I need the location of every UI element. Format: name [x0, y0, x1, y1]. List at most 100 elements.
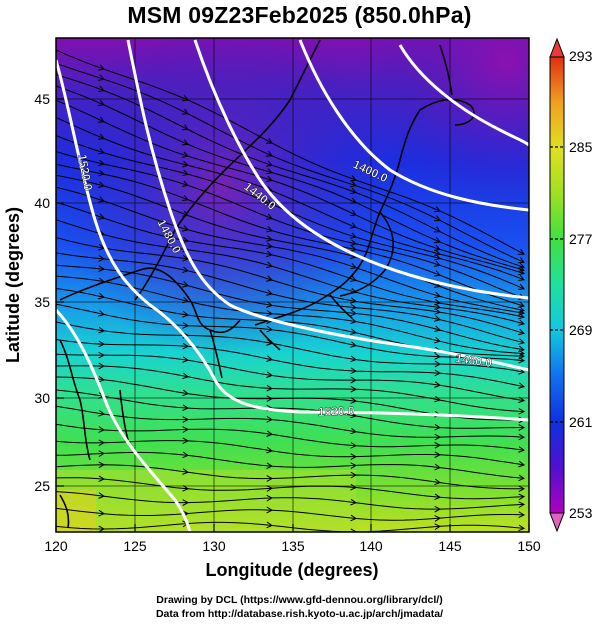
- colorbar-label: 285: [569, 139, 593, 155]
- streamline-arrow: [518, 268, 525, 276]
- streamline-arrow: [265, 213, 273, 220]
- x-tick-label: 150: [517, 538, 541, 554]
- streamline-arrow: [350, 498, 358, 506]
- streamline-arrow: [434, 353, 442, 360]
- streamline-arrow: [266, 506, 274, 514]
- streamline-arrow: [434, 360, 442, 368]
- streamline-arrow: [182, 281, 189, 288]
- streamline: [56, 85, 525, 271]
- streamline-arrow: [266, 242, 274, 250]
- streamline-arrow: [182, 356, 190, 363]
- streamline-arrow: [182, 266, 190, 273]
- streamline-arrow: [181, 139, 189, 146]
- streamline: [56, 74, 525, 268]
- streamline-arrow: [434, 315, 442, 322]
- streamline-arrow: [266, 325, 274, 333]
- streamline-arrow: [266, 261, 273, 269]
- streamline-arrow: [518, 501, 526, 508]
- streamline: [56, 303, 525, 362]
- credit-drawing: Drawing by DCL (https://www.gfd-dennou.o…: [156, 594, 443, 606]
- streamline-arrow: [98, 74, 105, 81]
- streamline: [56, 49, 525, 255]
- streamline-arrow: [182, 389, 190, 397]
- temperature-field: [56, 38, 529, 532]
- streamline: [56, 275, 525, 355]
- streamline-arrow: [98, 475, 106, 483]
- streamline-arrow: [266, 175, 273, 183]
- streamline-arrow: [98, 265, 106, 272]
- streamline-arrow: [98, 340, 106, 348]
- streamline-arrow: [518, 328, 525, 336]
- streamline-arrow: [349, 222, 357, 229]
- y-tick-label: 40: [34, 195, 50, 211]
- streamline-arrow: [434, 336, 442, 344]
- x-tick-label: 145: [438, 538, 462, 554]
- streamline-arrow: [181, 225, 189, 232]
- streamline-arrow: [434, 493, 442, 501]
- streamline-arrow: [434, 478, 442, 486]
- streamline: [56, 264, 525, 351]
- streamline-arrow: [350, 471, 358, 479]
- colorbar-label: 261: [569, 414, 593, 430]
- streamline-arrow: [98, 181, 106, 188]
- x-tick-label: 125: [123, 538, 147, 554]
- streamline-arrow: [434, 505, 442, 513]
- streamline: [56, 423, 525, 451]
- streamline-arrow: [350, 187, 357, 194]
- streamline-arrow: [97, 99, 105, 106]
- streamline-arrow: [434, 369, 442, 377]
- x-axis-title: Longitude (degrees): [205, 560, 378, 580]
- streamline-arrow: [433, 236, 441, 244]
- streamline-arrow: [98, 85, 105, 92]
- streamline-arrow: [350, 175, 357, 182]
- height-contours: [56, 39, 529, 532]
- streamline-arrow: [182, 236, 190, 244]
- streamline-arrow: [266, 355, 274, 362]
- streamline-arrow: [518, 382, 526, 389]
- streamline: [56, 353, 525, 402]
- streamline-arrow: [518, 474, 526, 482]
- streamline-arrow: [434, 270, 441, 277]
- streamline-arrow: [98, 375, 106, 383]
- streamline-arrow: [182, 169, 190, 177]
- streamline-arrow: [266, 521, 274, 529]
- streamline-arrow: [266, 485, 274, 492]
- streamline: [56, 440, 525, 466]
- colorbar-label: 253: [569, 505, 593, 521]
- streamline-arrow: [98, 509, 106, 517]
- streamline-arrow: [518, 312, 526, 320]
- streamline: [56, 174, 525, 311]
- streamline-arrow: [266, 494, 274, 502]
- streamline-arrow: [350, 309, 358, 317]
- streamline-arrow: [350, 239, 358, 246]
- streamline: [56, 219, 525, 325]
- y-tick-label: 30: [34, 390, 50, 406]
- colorbar: [549, 37, 565, 533]
- streamline-arrow: [434, 463, 442, 471]
- streamline-arrow: [98, 492, 106, 499]
- streamline-arrow: [98, 426, 106, 433]
- streamline-arrow: [182, 194, 189, 201]
- streamline-arrow: [266, 310, 274, 317]
- streamline-arrow: [518, 433, 526, 441]
- streamline-arrow: [434, 423, 442, 431]
- streamline-arrow: [98, 525, 106, 532]
- streamline-arrow: [518, 306, 526, 313]
- streamline-arrow: [434, 308, 442, 315]
- streamline-arrow: [97, 133, 105, 140]
- streamline-arrow: [266, 289, 273, 296]
- streamline-arrow: [350, 367, 358, 375]
- streamline: [56, 389, 525, 429]
- streamline-arrow: [98, 310, 106, 317]
- colorbar-max-arrow: [549, 37, 565, 58]
- streamline-arrow: [266, 430, 274, 437]
- streamline-arrow: [266, 475, 274, 482]
- streamline-arrow: [181, 124, 189, 131]
- contour-label: 1480.0: [455, 351, 494, 370]
- x-tick-label: 120: [44, 538, 68, 554]
- streamline: [56, 477, 525, 500]
- streamline-arrow: [182, 180, 189, 187]
- streamline-arrow: [434, 291, 441, 299]
- contour-label: 1520.0: [75, 153, 95, 192]
